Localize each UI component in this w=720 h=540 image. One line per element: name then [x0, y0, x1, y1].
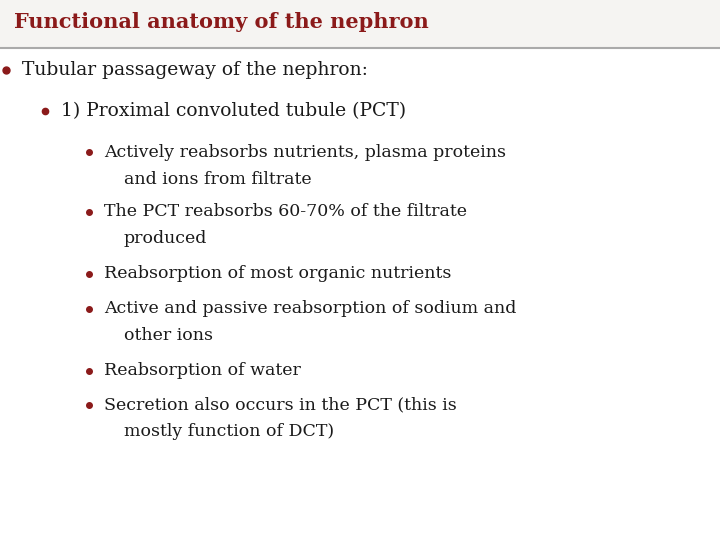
Text: and ions from filtrate: and ions from filtrate: [124, 171, 312, 188]
Text: Tubular passageway of the nephron:: Tubular passageway of the nephron:: [22, 61, 367, 79]
Text: produced: produced: [124, 230, 207, 247]
Text: Reabsorption of most organic nutrients: Reabsorption of most organic nutrients: [104, 265, 451, 282]
Text: Reabsorption of water: Reabsorption of water: [104, 362, 301, 380]
Bar: [0, 0, 720, 46]
Text: Active and passive reabsorption of sodium and: Active and passive reabsorption of sodiu…: [104, 300, 517, 318]
Text: Actively reabsorbs nutrients, plasma proteins: Actively reabsorbs nutrients, plasma pro…: [104, 144, 506, 161]
Text: The PCT reabsorbs 60-70% of the filtrate: The PCT reabsorbs 60-70% of the filtrate: [104, 203, 467, 220]
Text: Secretion also occurs in the PCT (this is: Secretion also occurs in the PCT (this i…: [104, 396, 457, 414]
Text: Functional anatomy of the nephron: Functional anatomy of the nephron: [14, 11, 429, 32]
Text: 1) Proximal convoluted tubule (PCT): 1) Proximal convoluted tubule (PCT): [61, 102, 406, 120]
Text: mostly function of DCT): mostly function of DCT): [124, 423, 334, 441]
Text: other ions: other ions: [124, 327, 213, 345]
